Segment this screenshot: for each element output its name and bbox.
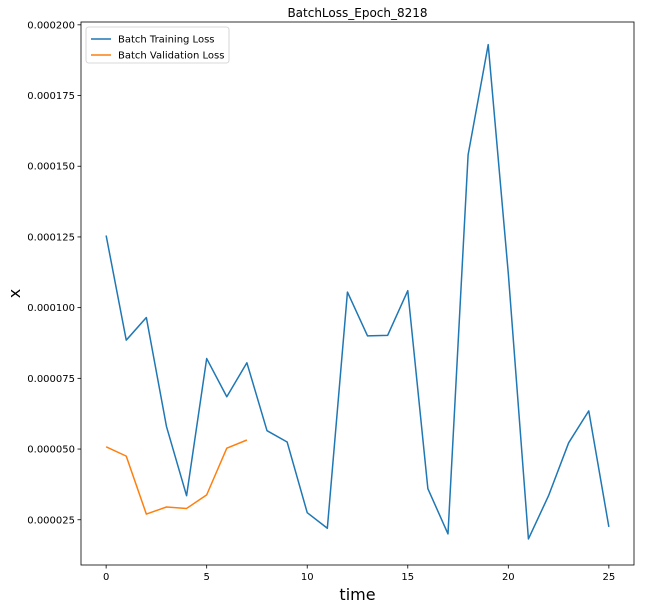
y-tick-label: 0.000175 [27, 91, 75, 102]
series-layer [105, 43, 610, 540]
x-tick-label: 0 [103, 572, 109, 583]
x-axis-ticks: 0 5 10 15 20 25 [103, 565, 615, 583]
series-line-batch-validation-loss [105, 439, 248, 515]
y-tick-label: 0.000050 [27, 445, 75, 456]
y-tick-label: 0.000200 [27, 20, 75, 31]
y-axis-label: x [5, 289, 24, 298]
x-axis-label: time [339, 585, 375, 604]
legend-label: Batch Training Loss [118, 35, 215, 46]
y-tick-label: 0.000075 [27, 374, 75, 385]
x-tick-label: 20 [502, 572, 515, 583]
y-axis-ticks: 0.000025 0.000050 0.000075 0.000100 0.000125… [27, 20, 81, 526]
x-tick-label: 25 [602, 572, 615, 583]
x-tick-label: 10 [301, 572, 314, 583]
legend-box [85, 26, 230, 64]
plot-area-frame [80, 21, 635, 566]
x-tick-label: 5 [203, 572, 209, 583]
y-tick-label: 0.000100 [27, 303, 75, 314]
legend: Batch Training Loss Batch Validation Loss [85, 26, 230, 64]
y-tick-label: 0.000125 [27, 232, 75, 243]
series-line-batch-training-loss [105, 43, 610, 540]
x-tick-label: 15 [401, 572, 414, 583]
chart-title: BatchLoss_Epoch_8218 [287, 6, 427, 20]
legend-label: Batch Validation Loss [118, 51, 224, 62]
y-tick-label: 0.000025 [27, 515, 75, 526]
y-tick-label: 0.000150 [27, 162, 75, 173]
